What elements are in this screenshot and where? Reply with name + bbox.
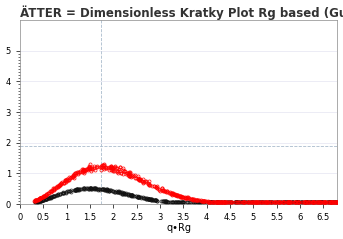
X-axis label: q•Rg: q•Rg [166, 223, 191, 234]
Text: ÄTTER = Dimensionless Kratky Plot Rg based (Guinier): ÄTTER = Dimensionless Kratky Plot Rg bas… [20, 5, 343, 20]
